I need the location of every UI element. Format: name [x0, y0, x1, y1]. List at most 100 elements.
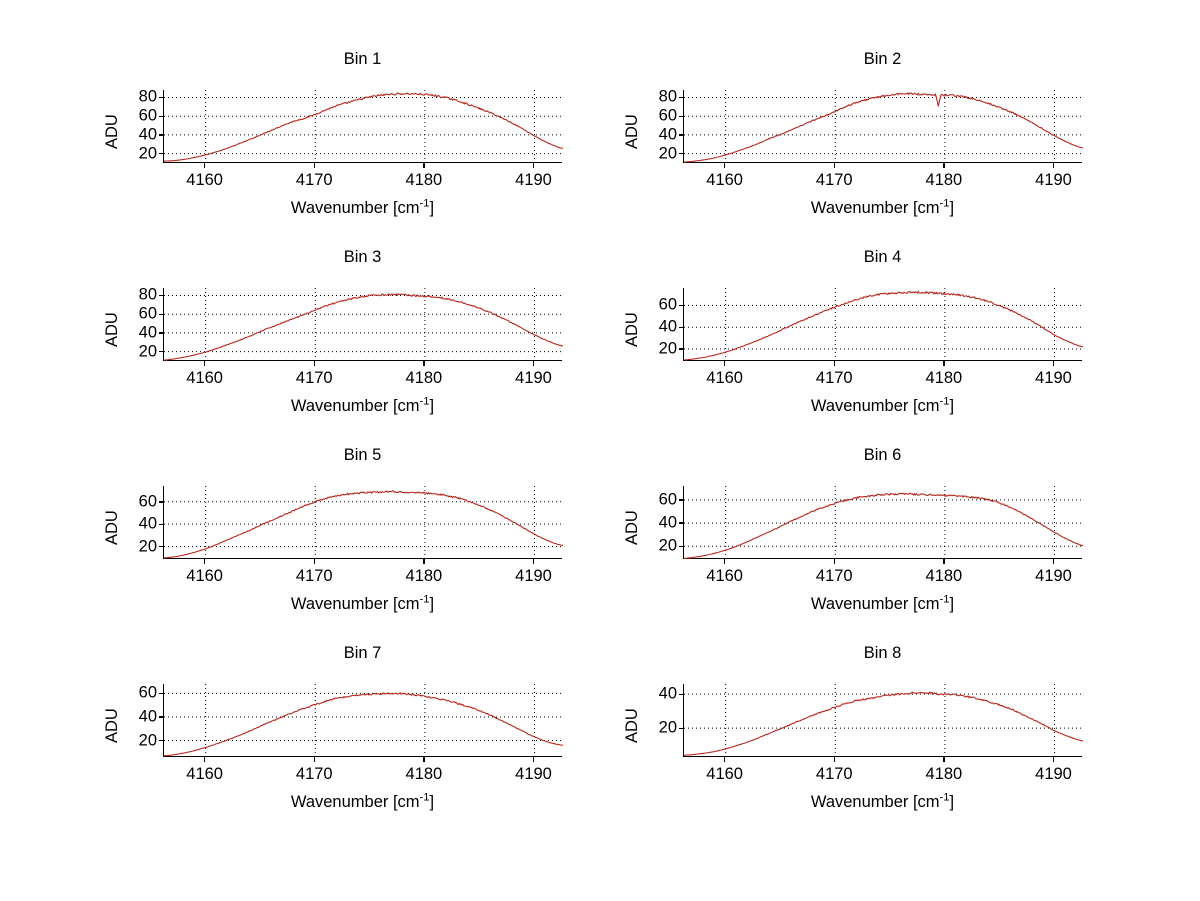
x-axis-label-exponent: -1 — [419, 395, 430, 408]
x-tick-label: 4190 — [1035, 765, 1072, 783]
y-tick-mark — [679, 348, 683, 350]
x-tick-label: 4170 — [295, 369, 333, 387]
x-tick-mark — [423, 757, 425, 762]
panel-title: Bin 2 — [863, 50, 902, 68]
x-tick-label: 4180 — [925, 765, 963, 783]
x-tick-mark — [532, 757, 535, 762]
y-tick-label: 40 — [138, 514, 157, 533]
data-series-line — [164, 92, 563, 162]
panel-title: Bin 1 — [343, 50, 382, 68]
x-axis-label: Wavenumber [cm-1] — [810, 197, 955, 217]
y-tick-label: 20 — [138, 144, 157, 163]
panel-title: Bin 5 — [343, 446, 382, 464]
x-tick-mark — [423, 163, 425, 168]
series-canvas — [164, 684, 563, 757]
x-tick-mark — [203, 559, 206, 564]
panel-title: Bin 3 — [343, 248, 382, 266]
x-tick-label: 4180 — [405, 567, 443, 585]
x-tick-label: 4180 — [925, 567, 963, 585]
x-tick-mark — [313, 757, 315, 762]
x-tick-label: 4160 — [706, 567, 743, 585]
x-tick-mark — [833, 361, 835, 366]
x-tick-label: 4170 — [815, 171, 853, 189]
x-tick-mark — [723, 559, 726, 564]
panel-title: Bin 7 — [343, 644, 382, 662]
y-tick-label: 40 — [658, 684, 677, 703]
x-tick-label: 4160 — [186, 567, 223, 585]
data-series-line — [164, 293, 563, 361]
x-tick-mark — [1052, 163, 1055, 168]
x-tick-label: 4180 — [405, 171, 443, 189]
x-tick-label: 4190 — [515, 567, 552, 585]
y-tick-label: 60 — [138, 106, 157, 125]
x-tick-mark — [423, 559, 425, 564]
plot-area — [683, 288, 1083, 361]
x-tick-mark — [943, 361, 945, 366]
y-tick-label: 40 — [658, 513, 677, 532]
series-canvas — [164, 486, 563, 559]
x-axis-label: Wavenumber [cm-1] — [810, 791, 955, 811]
y-tick-label: 20 — [658, 536, 677, 555]
x-axis-label: Wavenumber [cm-1] — [810, 593, 955, 613]
y-tick-mark — [159, 134, 163, 136]
y-tick-mark — [679, 115, 683, 117]
y-tick-label: 40 — [138, 323, 157, 342]
x-tick-mark — [313, 361, 315, 366]
y-tick-label: 60 — [658, 106, 677, 125]
y-tick-label: 80 — [138, 87, 157, 106]
x-tick-mark — [532, 163, 535, 168]
plot-area — [163, 288, 563, 361]
x-tick-mark — [1052, 361, 1055, 366]
x-tick-label: 4160 — [186, 171, 223, 189]
x-axis-label: Wavenumber [cm-1] — [290, 593, 435, 613]
y-tick-label: 20 — [658, 339, 677, 358]
y-tick-mark — [679, 727, 683, 729]
x-tick-label: 4190 — [515, 171, 552, 189]
y-tick-mark — [159, 332, 163, 334]
x-tick-label: 4190 — [515, 369, 552, 387]
y-tick-label: 80 — [658, 87, 677, 106]
x-tick-mark — [723, 757, 726, 762]
data-series-line — [684, 92, 1083, 163]
x-tick-label: 4190 — [515, 765, 552, 783]
x-tick-mark — [313, 559, 315, 564]
y-axis-label: ADU — [103, 113, 121, 149]
series-canvas — [684, 684, 1083, 757]
y-tick-label: 60 — [138, 304, 157, 323]
y-tick-mark — [679, 134, 683, 136]
x-axis-label-exponent: -1 — [939, 197, 950, 210]
y-tick-mark — [679, 522, 683, 524]
y-tick-label: 80 — [138, 285, 157, 304]
y-tick-label: 60 — [658, 490, 677, 509]
x-axis-label: Wavenumber [cm-1] — [290, 791, 435, 811]
x-tick-label: 4160 — [706, 171, 743, 189]
plot-area — [683, 486, 1083, 559]
data-series-line — [684, 492, 1083, 559]
x-tick-mark — [313, 163, 315, 168]
plot-area — [163, 486, 563, 559]
x-tick-mark — [203, 163, 206, 168]
y-tick-mark — [679, 545, 683, 548]
x-tick-label: 4160 — [706, 765, 743, 783]
y-tick-label: 60 — [658, 295, 677, 314]
x-tick-label: 4180 — [925, 171, 963, 189]
x-tick-mark — [723, 163, 726, 168]
y-tick-mark — [159, 313, 163, 315]
y-tick-mark — [679, 326, 683, 328]
y-tick-label: 40 — [658, 125, 677, 144]
y-tick-label: 60 — [138, 683, 157, 702]
y-tick-mark — [159, 351, 163, 353]
x-axis-label-exponent: -1 — [939, 395, 950, 408]
series-canvas — [684, 486, 1083, 559]
data-series-line — [684, 691, 1083, 756]
x-tick-mark — [723, 361, 726, 366]
y-tick-label: 20 — [658, 718, 677, 737]
x-tick-mark — [833, 163, 835, 168]
y-tick-label: 40 — [138, 125, 157, 144]
y-tick-label: 20 — [138, 342, 157, 361]
series-canvas — [164, 288, 563, 361]
plot-area — [163, 684, 563, 757]
x-axis-label-exponent: -1 — [419, 593, 430, 606]
y-tick-mark — [679, 304, 683, 307]
y-tick-mark — [679, 499, 683, 501]
